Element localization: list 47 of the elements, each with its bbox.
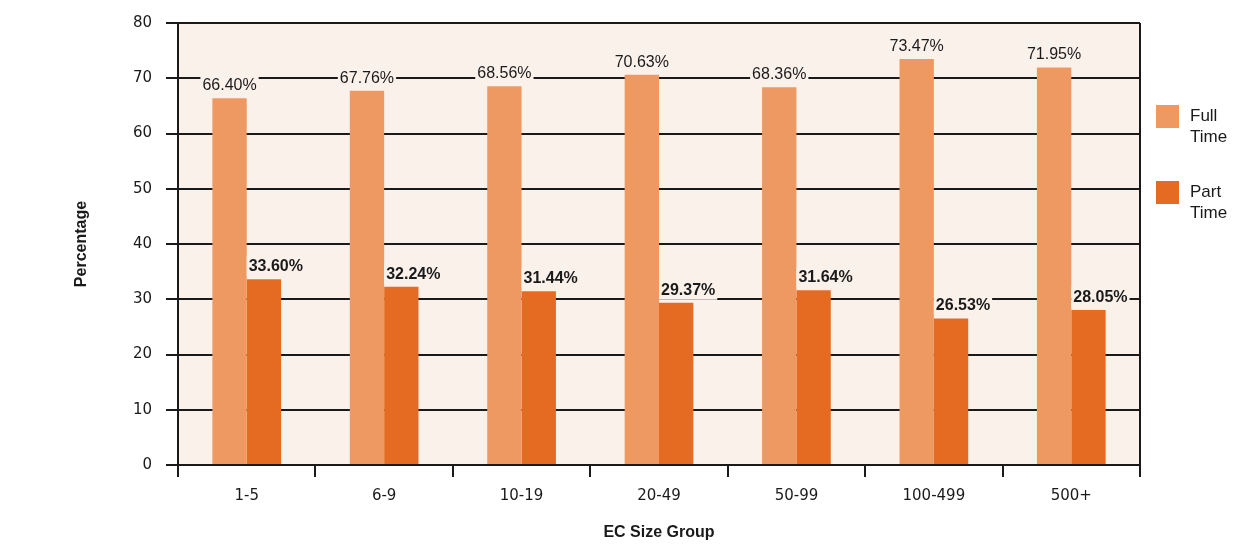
y-tick-label: 60 bbox=[132, 123, 152, 142]
data-label: 32.24% bbox=[386, 264, 441, 282]
y-tick-label: 50 bbox=[132, 178, 152, 197]
bar bbox=[212, 98, 247, 464]
data-label: 70.63% bbox=[614, 52, 669, 70]
bar bbox=[1036, 67, 1072, 464]
bar bbox=[899, 59, 934, 464]
data-label: 71.95% bbox=[1026, 45, 1082, 63]
y-tick-label: 20 bbox=[132, 344, 152, 363]
x-tick-label: 50-99 bbox=[774, 485, 819, 504]
y-tick-label: 0 bbox=[142, 454, 152, 473]
y-tick-label: 70 bbox=[132, 68, 152, 87]
y-tick-label: 30 bbox=[132, 289, 152, 308]
y-tick-label: 40 bbox=[132, 233, 152, 252]
data-label: 66.40% bbox=[202, 76, 257, 94]
bar bbox=[933, 318, 969, 464]
bar bbox=[796, 290, 831, 464]
x-tick-label: 10-19 bbox=[499, 485, 544, 504]
data-label: 26.53% bbox=[935, 296, 991, 314]
bar bbox=[762, 87, 797, 464]
data-label: 31.44% bbox=[523, 269, 578, 287]
bar bbox=[487, 86, 522, 464]
x-axis-title: EC Size Group bbox=[603, 522, 715, 540]
data-label: 28.05% bbox=[1073, 288, 1128, 306]
y-axis-title: Percentage bbox=[72, 200, 90, 288]
x-tick-label: 6-9 bbox=[371, 485, 397, 504]
bar bbox=[384, 286, 419, 464]
legend-label: Full Time bbox=[1190, 105, 1228, 146]
data-label: 68.36% bbox=[752, 65, 807, 83]
y-tick-label: 80 bbox=[132, 12, 152, 31]
bar bbox=[624, 74, 659, 464]
data-label: 68.56% bbox=[477, 64, 532, 82]
bar bbox=[1071, 310, 1106, 464]
bar bbox=[521, 291, 556, 464]
legend-label: Part Time bbox=[1190, 181, 1228, 222]
data-label: 31.64% bbox=[798, 268, 853, 286]
x-tick-label: 20-49 bbox=[637, 485, 681, 504]
bar bbox=[246, 279, 282, 464]
x-tick-label: 100-499 bbox=[902, 485, 966, 504]
bar bbox=[349, 90, 385, 464]
y-tick-label: 10 bbox=[132, 399, 152, 418]
data-label: 33.60% bbox=[248, 257, 303, 275]
data-label: 67.76% bbox=[339, 68, 395, 86]
data-label: 73.47% bbox=[889, 37, 944, 55]
x-tick-label: 500+ bbox=[1050, 485, 1092, 504]
x-tick-label: 1-5 bbox=[234, 485, 259, 504]
data-label: 29.37% bbox=[661, 280, 716, 298]
